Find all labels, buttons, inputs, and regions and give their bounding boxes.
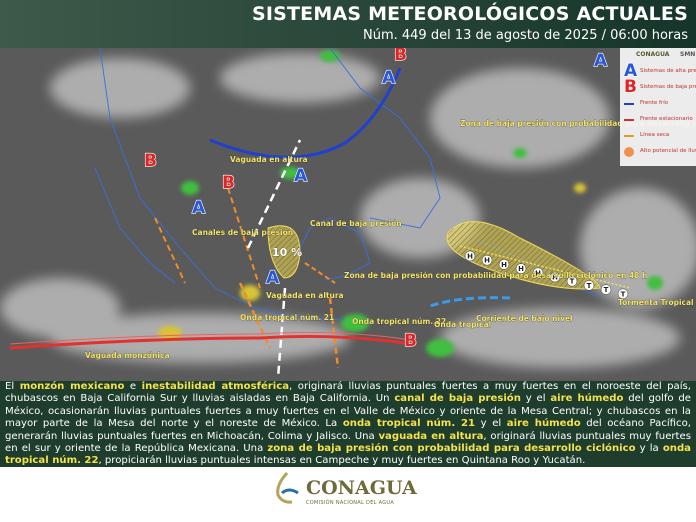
description: El monzón mexicano e inestabilidad atmos…: [0, 381, 696, 467]
highlight: aire húmedo: [506, 418, 581, 430]
header: SISTEMAS METEOROLÓGICOS ACTUALES Núm. 44…: [0, 0, 696, 48]
track-marker: [532, 267, 544, 279]
cold-front: [209, 67, 402, 159]
track-letter: T: [621, 290, 626, 298]
brand: CONAGUA: [306, 477, 417, 499]
subtitle: Núm. 449 del 13 de agosto de 2025 / 06:0…: [363, 28, 688, 43]
label: Onda tropical: [434, 320, 491, 329]
track-letter: H: [484, 257, 490, 265]
storm-track: [459, 245, 631, 289]
pressure-letter: B: [404, 331, 417, 351]
title: SISTEMAS METEOROLÓGICOS ACTUALES: [251, 3, 688, 25]
track-marker: [481, 254, 493, 266]
highlight: aire húmedo: [550, 393, 624, 405]
brand-full: COMISIÓN NACIONAL DEL AGUA: [306, 500, 395, 506]
track-marker: [600, 284, 612, 295]
probability: 10 %: [272, 246, 302, 259]
highlight: vaguada en altura: [378, 430, 484, 442]
legend-item: Línea seca: [640, 131, 669, 138]
text: del golfo de México, ocasionarán lluvias…: [5, 393, 691, 430]
legend-item: Alto potencial de lluvias muy fuertes o …: [640, 148, 696, 154]
convection: [158, 50, 663, 357]
low-zone: [446, 221, 601, 290]
text: El: [5, 381, 20, 392]
track-letter: H: [467, 253, 473, 261]
trough: [154, 217, 186, 284]
logo: [276, 471, 299, 504]
label: Vaguada en altura: [230, 155, 308, 164]
track-marker: [498, 259, 510, 270]
clouds: [0, 53, 696, 368]
label: Onda tropical núm. 21: [240, 313, 334, 322]
text: y el: [475, 418, 507, 430]
legend-item: Sistemas de baja presión: [640, 83, 696, 90]
pressure-letter: B: [222, 173, 235, 193]
highlight: inestabilidad atmosférica: [141, 381, 290, 392]
pressure-letter: A: [294, 166, 308, 186]
track-letter: H: [552, 274, 558, 282]
legend-icon: A: [624, 61, 638, 81]
pressure-letter: A: [382, 68, 396, 88]
track-letter: H: [518, 265, 524, 273]
text: , originará lluvias puntuales muy fuerte…: [5, 430, 691, 455]
pressure-letter: B: [394, 48, 407, 65]
track-letter: H: [501, 261, 507, 269]
label: Tormenta Tropical Erin: [618, 298, 696, 307]
legend-item: Frente estacionario: [640, 116, 693, 122]
highlight: monzón mexicano: [19, 381, 125, 392]
text: , originará lluvias puntuales fuertes a …: [5, 381, 691, 405]
track-marker: [549, 271, 561, 283]
pressure-letter: A: [192, 198, 206, 218]
track-marker: [515, 263, 527, 274]
label: Zona de baja presión con probabilidad pa…: [460, 119, 696, 128]
highlight: canal de baja presión: [394, 393, 521, 405]
label: Canales de baja presión: [192, 228, 293, 237]
monsoon-trough: [9, 331, 411, 345]
label: Vaguada monzónica: [85, 351, 170, 360]
label: Canal de baja presión: [310, 219, 402, 228]
upper-trough: [246, 139, 302, 249]
footer: CONAGUA COMISIÓN NACIONAL DEL AGUA: [0, 467, 696, 522]
highlight: onda tropical núm. 21: [342, 418, 476, 430]
track-letter: T: [604, 286, 609, 294]
label: Vaguada en altura: [266, 291, 344, 300]
text: y el: [520, 393, 551, 405]
label: Corriente de bajo nivel: [476, 314, 573, 323]
pressure-letter: A: [266, 268, 280, 288]
map-labels: Vaguada en altura Canales de baja presió…: [85, 119, 696, 360]
pressure-letter: B: [144, 151, 157, 171]
legend-org: CONAGUA: [636, 51, 670, 58]
text: y la: [635, 443, 663, 455]
legend-org: SMN: [680, 51, 695, 58]
low-zone: [267, 225, 301, 279]
text: del océano Pacífico, generarán lluvias p…: [5, 418, 691, 442]
highlight: zona de baja presión con probabilidad pa…: [267, 443, 636, 455]
monsoon-trough: [9, 334, 411, 350]
trough: [227, 187, 261, 289]
label: Zona de baja presión con probabilidad pa…: [344, 271, 647, 280]
pressure-letter: A: [594, 51, 608, 71]
legend-item: Sistemas de alta presión: [640, 67, 696, 74]
track-marker: [617, 288, 629, 300]
legend-icon: B: [624, 77, 637, 97]
track-marker: [464, 250, 476, 262]
text: , propiciarán lluvias puntuales intensas…: [98, 455, 586, 467]
track-letter: T: [570, 278, 575, 286]
text: e: [124, 381, 142, 392]
track-markers: H H H H H H T T T T: [464, 250, 629, 300]
legend: CONAGUA SMN A B Sistemas de alta presión…: [620, 48, 696, 166]
track-marker: [566, 275, 578, 287]
highlight: onda tropical núm. 22: [5, 443, 691, 467]
track-letter: T: [587, 282, 592, 290]
tropical-wave: [238, 282, 272, 349]
label: Onda tropical núm. 22: [352, 317, 446, 326]
track-marker: [583, 280, 595, 291]
legend-item: Frente frío: [640, 99, 669, 106]
trough: [304, 262, 336, 284]
low-level-current: [429, 296, 511, 308]
track-letter: H: [535, 269, 541, 277]
